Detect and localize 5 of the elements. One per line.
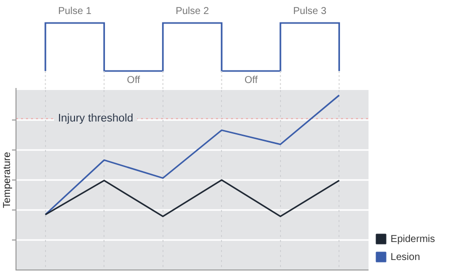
legend-label: Lesion bbox=[390, 252, 420, 263]
legend-label: Epidermis bbox=[390, 234, 436, 245]
y-axis-title: Temperature bbox=[2, 151, 13, 208]
pulse-diagram: Pulse 1 Off Pulse 2 Off Pulse 3 bbox=[0, 0, 451, 90]
ref-line-label: Injury threshold bbox=[58, 112, 134, 125]
